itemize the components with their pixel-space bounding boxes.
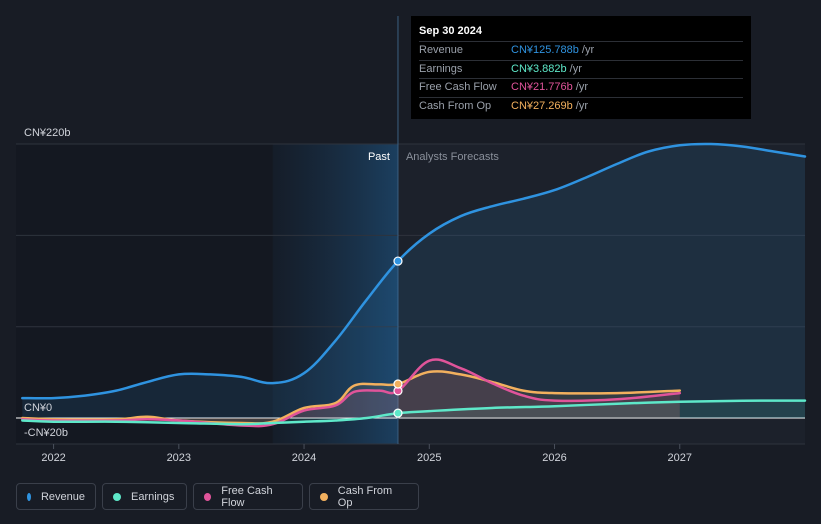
marker-earnings (393, 408, 403, 418)
legend-label: Cash From Op (337, 484, 393, 509)
y-tick-label: CN¥0 (24, 402, 52, 414)
past-highlight-band (272, 144, 398, 444)
legend-label: Free Cash Flow (221, 484, 273, 509)
x-tick-label: 2024 (292, 452, 316, 464)
tooltip-row-free-cash-flow: Free Cash Flow CN¥21.776b /yr (419, 78, 743, 97)
series-line-free-cash-flow (21, 358, 682, 428)
x-tick-label: 2023 (167, 452, 191, 464)
series-area-revenue (22, 143, 806, 418)
tooltip-value: CN¥125.788b (511, 44, 579, 56)
y-tick-label: CN¥220b (24, 127, 70, 139)
marker-cash-from-op (393, 379, 403, 389)
tooltip-value: CN¥27.269b (511, 99, 573, 112)
x-tick-label: 2026 (542, 452, 566, 464)
data-tooltip: Sep 30 2024 Revenue CN¥125.788b /yr Earn… (411, 16, 751, 119)
past-section-label: Past (368, 151, 390, 163)
marker-revenue (393, 256, 403, 266)
series-line-earnings (21, 399, 807, 426)
tooltip-unit: /yr (575, 81, 589, 93)
series-area-cash-from-op (22, 371, 680, 424)
earnings-dot-icon (113, 492, 121, 501)
tooltip-label: Cash From Op (419, 99, 492, 112)
cash-from-op-dot-icon (320, 492, 328, 501)
legend-label: Revenue (40, 490, 85, 503)
tooltip-date: Sep 30 2024 (419, 25, 482, 37)
x-tick-label: 2025 (417, 452, 441, 464)
tooltip-unit: /yr (569, 62, 582, 75)
tooltip-unit: /yr (581, 44, 595, 56)
axis-labels: CN¥220b CN¥0 -CN¥20b 2022 2023 2024 2025… (24, 127, 692, 464)
series-lines (21, 142, 807, 428)
tooltip-markers (393, 256, 403, 418)
tooltip-row-earnings: Earnings CN¥3.882b /yr (419, 59, 743, 79)
chart-canvas: CN¥220b CN¥0 -CN¥20b 2022 2023 2024 2025… (16, 16, 807, 464)
series-area-free-cash-flow (22, 359, 680, 427)
revenue-dot-icon (27, 492, 31, 501)
legend-label: Earnings (131, 490, 175, 503)
forecast-section-label: Analysts Forecasts (406, 151, 499, 163)
tooltip-label: Free Cash Flow (419, 81, 497, 93)
tooltip-row-revenue: Revenue CN¥125.788b /yr (419, 41, 743, 60)
tooltip-label: Revenue (419, 44, 464, 56)
legend-item-earnings[interactable]: Earnings (102, 483, 187, 510)
free-cash-flow-dot-icon (204, 492, 212, 501)
chart-legend: Revenue Earnings Free Cash Flow Cash Fro… (16, 483, 419, 510)
x-tick-label: 2027 (668, 452, 692, 464)
tooltip-label: Earnings (419, 62, 463, 75)
tooltip-unit: /yr (575, 99, 589, 112)
legend-item-revenue[interactable]: Revenue (16, 483, 96, 510)
tooltip-value: CN¥21.776b (511, 81, 573, 93)
chart-background (16, 144, 805, 444)
grid-lines (16, 16, 805, 449)
series-line-cash-from-op (21, 370, 682, 425)
legend-item-free-cash-flow[interactable]: Free Cash Flow (193, 483, 303, 510)
y-tick-label: -CN¥20b (24, 427, 68, 439)
tooltip-row-cash-from-op: Cash From Op CN¥27.269b /yr (419, 96, 743, 116)
x-tick-label: 2022 (41, 452, 65, 464)
series-line-revenue (21, 142, 807, 400)
tooltip-value: CN¥3.882b (511, 62, 567, 75)
legend-item-cash-from-op[interactable]: Cash From Op (309, 483, 419, 510)
